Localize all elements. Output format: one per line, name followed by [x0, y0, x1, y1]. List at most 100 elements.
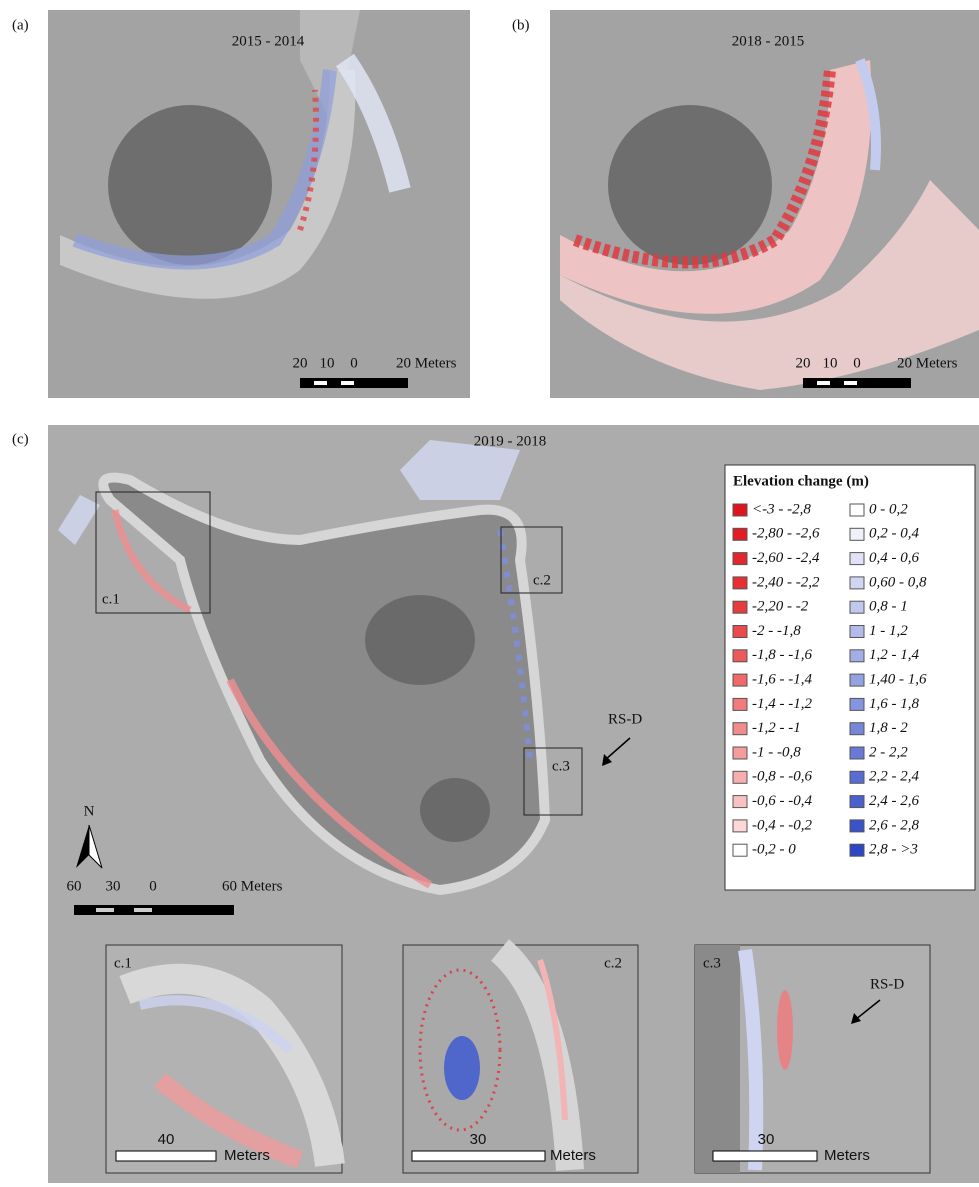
legend-items: <-3 - -2,8 -2,80 - -2,6 -2,60 - -2,4 -2,40 … — [732, 501, 927, 858]
scale-label: 10 — [823, 355, 838, 371]
beach — [490, 939, 584, 1171]
legend-swatch — [732, 600, 748, 614]
legend-label: 0 - 0,2 — [869, 501, 908, 517]
trees — [608, 105, 772, 265]
arrow — [851, 1013, 861, 1024]
inset-label: c.1 — [114, 955, 132, 971]
legend-swatch — [849, 819, 865, 833]
trees — [108, 105, 272, 265]
arrow — [602, 754, 612, 766]
scale-bar — [314, 381, 327, 385]
legend-label: 2,4 - 2,6 — [869, 793, 919, 809]
panel-title: 2018 - 2015 — [732, 33, 805, 49]
legend-label: 2,2 - 2,4 — [869, 769, 919, 785]
panel-title: 2019 - 2018 — [474, 433, 547, 449]
beach — [98, 472, 551, 896]
scale-bar — [844, 381, 857, 385]
legend-swatch — [849, 527, 865, 541]
scale-label: 60 — [67, 878, 82, 894]
panel-label: (b) — [512, 17, 530, 33]
legend-label: 0,60 - 0,8 — [869, 574, 927, 590]
scale-label: 30 — [758, 1131, 775, 1148]
legend-swatch — [732, 843, 748, 857]
scale-label: Meters — [824, 1147, 870, 1164]
box-label: c.2 — [533, 572, 551, 588]
scale-label: 0 — [350, 355, 358, 371]
legend-swatch — [732, 503, 748, 517]
legend-label: <-3 - -2,8 — [752, 501, 811, 517]
scale-label: Meters — [550, 1147, 596, 1164]
legend-label: -1,6 - -1,4 — [752, 672, 812, 688]
trees — [695, 945, 740, 1173]
legend-swatch — [732, 552, 748, 566]
zoom-box — [523, 747, 583, 816]
change — [855, 58, 881, 171]
sand — [300, 10, 360, 120]
legend-title: Elevation change (m) — [733, 473, 869, 489]
legend-label: -2 - -1,8 — [752, 623, 801, 639]
legend-swatch — [732, 722, 748, 736]
change — [58, 495, 100, 545]
legend-label: 2 - 2,2 — [869, 744, 908, 760]
change — [572, 69, 836, 269]
legend-swatch — [849, 552, 865, 566]
scale-bar — [115, 1150, 217, 1162]
legend-swatch — [849, 576, 865, 590]
legend-label: 1,8 - 2 — [869, 720, 908, 736]
scale-label: 60 Meters — [222, 878, 283, 894]
change — [154, 1073, 304, 1169]
arrow-label: RS-D — [870, 976, 904, 992]
scale-label: 20 — [796, 355, 811, 371]
trees — [420, 778, 490, 842]
legend-swatch — [732, 527, 748, 541]
legend-swatch — [849, 770, 865, 784]
change — [560, 60, 872, 314]
change — [418, 968, 502, 1132]
scale-label: 40 — [158, 1131, 175, 1148]
scale-label: 20 Meters — [396, 355, 457, 371]
north-label: N — [84, 803, 95, 819]
panel-label: (a) — [12, 17, 29, 33]
legend-swatch — [732, 673, 748, 687]
legend-label: -1,4 - -1,2 — [752, 696, 812, 712]
legend-swatch — [732, 697, 748, 711]
inset-c3: c.3 RS-D 30 Meters — [694, 944, 931, 1174]
change — [560, 180, 979, 390]
legend-swatch — [849, 843, 865, 857]
legend-label: -0,6 - -0,4 — [752, 793, 812, 809]
legend-swatch — [732, 770, 748, 784]
legend-swatch — [849, 722, 865, 736]
scale-label: Meters — [224, 1147, 270, 1164]
legend-label: -2,40 - -2,2 — [752, 574, 820, 590]
legend-label: -1,2 - -1 — [752, 720, 801, 736]
legend-label: -1,8 - -1,6 — [752, 647, 812, 663]
legend-label: 1,40 - 1,6 — [869, 672, 927, 688]
legend-swatch — [732, 625, 748, 638]
scale-bar — [134, 908, 152, 912]
scale-bar — [96, 908, 114, 912]
legend-swatch — [849, 795, 865, 809]
legend-label: 1,2 - 1,4 — [869, 647, 919, 663]
change — [537, 959, 568, 1121]
legend-label: 1,6 - 1,8 — [869, 696, 919, 712]
legend-swatch — [849, 503, 865, 517]
legend-swatch — [732, 795, 748, 809]
scale-label: 20 — [293, 355, 308, 371]
legend-swatch — [849, 673, 865, 687]
legend-label: 1 - 1,2 — [869, 623, 908, 639]
zoom-box — [500, 526, 563, 594]
change — [72, 69, 337, 270]
change — [400, 440, 520, 500]
change — [444, 1036, 480, 1100]
scale-bar — [817, 381, 830, 385]
arrow — [604, 737, 631, 761]
zoom-box — [95, 491, 211, 614]
north-arrow — [88, 824, 103, 869]
arrow-label: RS-D — [608, 711, 642, 727]
panel-a: (a) 2015 - 2014 20 10 0 20 Meters — [12, 10, 470, 398]
legend-label: -2,20 - -2 — [752, 599, 809, 615]
legend-swatch — [849, 697, 865, 711]
panel-title: 2015 - 2014 — [232, 33, 305, 49]
scale-bar — [411, 1150, 546, 1162]
